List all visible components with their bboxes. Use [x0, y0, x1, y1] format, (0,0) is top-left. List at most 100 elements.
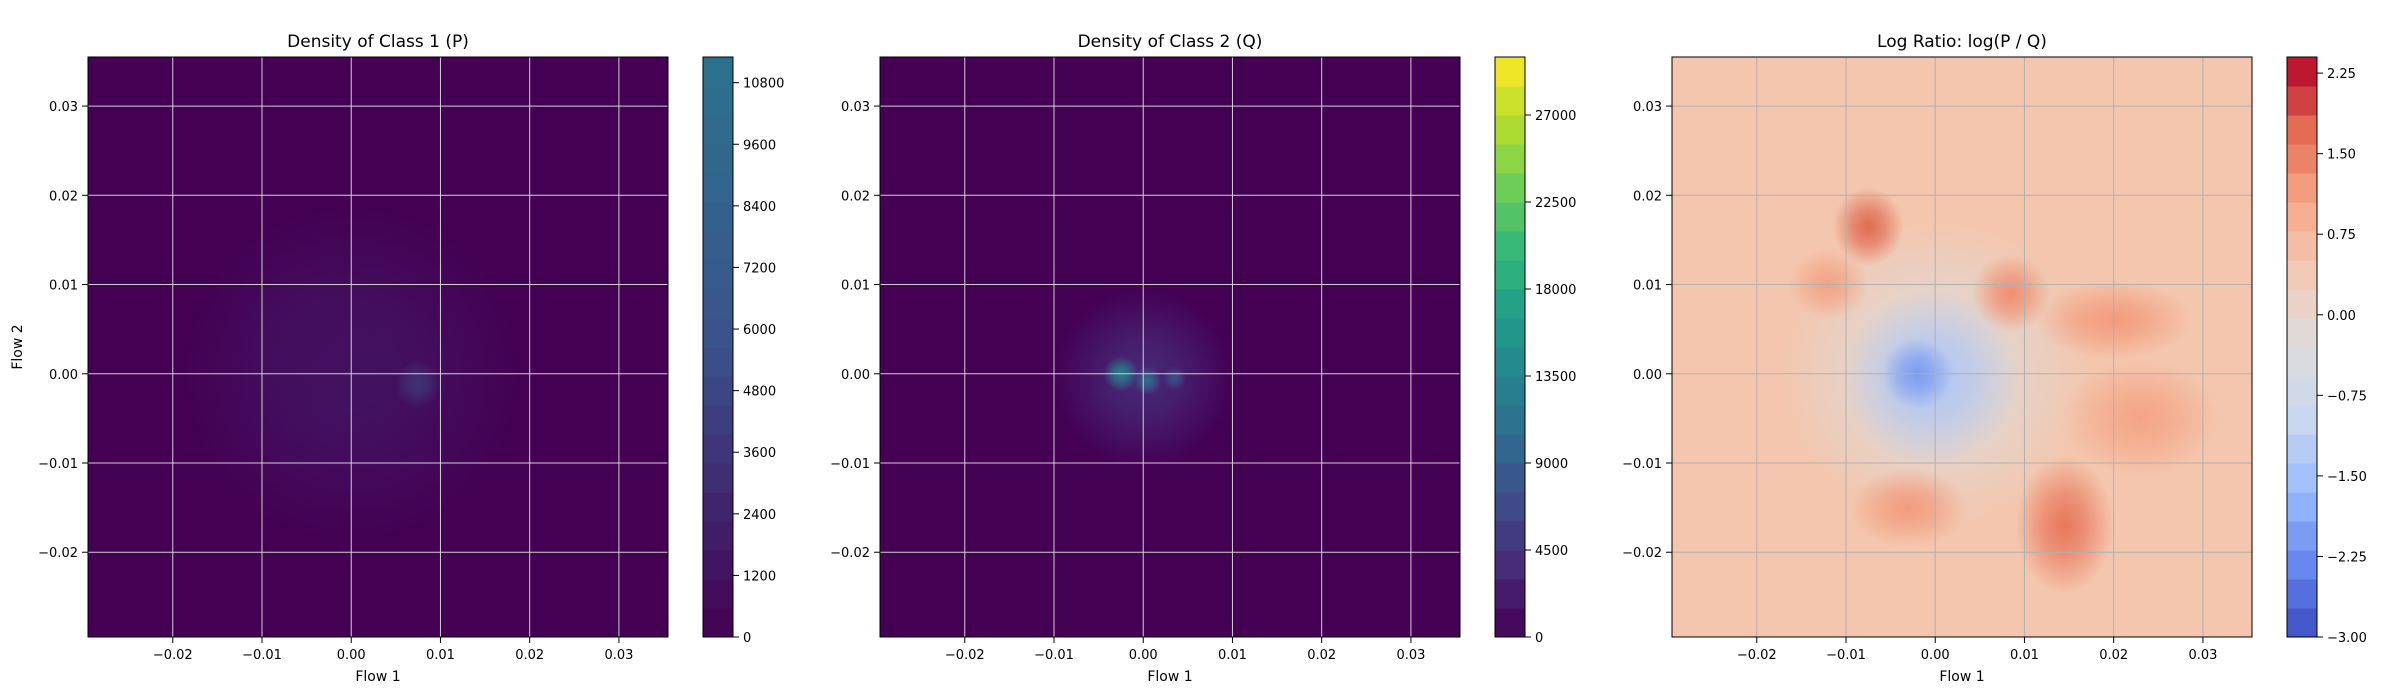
y-tick-label: 0.00: [49, 368, 78, 383]
colorbar-band: [703, 289, 733, 319]
x-axis-label: Flow 1: [1939, 669, 1984, 685]
density-blob: [1133, 367, 1162, 395]
x-tick-label: 0.00: [1921, 648, 1950, 663]
colorbar-band: [2287, 144, 2317, 174]
colorbar-band: [703, 86, 733, 116]
colorbar-band: [1495, 144, 1525, 174]
colorbar-frame: [2286, 56, 2318, 638]
colorbar-band: [703, 376, 733, 406]
colorbar-band: [1495, 347, 1525, 377]
colorbar-band: [2287, 173, 2317, 203]
x-tick-label: −0.02: [1737, 648, 1777, 663]
colorbar-tick-label: 0.00: [2327, 309, 2356, 324]
colorbar-tick-label: 4500: [1535, 544, 1568, 559]
y-tick-label: 0.03: [1633, 100, 1662, 115]
y-tick-label: −0.02: [1622, 546, 1662, 561]
colorbar-band: [703, 347, 733, 377]
chart-panel-1: −0.02 −0.01 0.00 0.01 0.02 0.03 −0.02 −0.01 0.00…: [10, 32, 784, 685]
colorbar-band: [703, 173, 733, 203]
colorbar-band: [1495, 608, 1525, 638]
colorbar-tick-label: 0.75: [2327, 228, 2356, 243]
colorbar-band: [2287, 376, 2317, 406]
x-axis-label: Flow 1: [1147, 669, 1192, 685]
colorbar-band: [703, 115, 733, 145]
density-blob: [394, 360, 442, 409]
colorbar-tick-label: 18000: [1535, 283, 1576, 298]
chart-panel-2: −0.02 −0.01 0.00 0.01 0.02 0.03 −0.02 −0.01 0.00…: [830, 32, 1576, 685]
colorbar-tick-label: 6000: [743, 323, 776, 338]
y-tick-label: 0.01: [841, 279, 870, 294]
colorbar-band: [2287, 521, 2317, 551]
y-tick-label: 0.02: [1633, 189, 1662, 204]
colorbar-tick-label: 2400: [743, 508, 776, 523]
colorbar-band: [703, 550, 733, 580]
x-tick-label: −0.01: [242, 648, 282, 663]
colorbar-band: [703, 521, 733, 551]
colorbar-tick-label: 10800: [743, 77, 784, 92]
y-tick-label: 0.02: [49, 189, 78, 204]
chart-title: Density of Class 1 (P): [287, 32, 469, 52]
colorbar-band: [1495, 550, 1525, 580]
density-blob: [2015, 456, 2114, 595]
y-tick-label: 0.02: [841, 189, 870, 204]
colorbar-band: [1495, 463, 1525, 493]
colorbar-frame: [1494, 56, 1526, 638]
colorbar-band: [703, 57, 733, 87]
colorbar-band: [2287, 231, 2317, 261]
colorbar-band: [1495, 173, 1525, 203]
x-tick-label: 0.01: [2010, 648, 2039, 663]
colorbar-tick-label: 2.25: [2327, 67, 2356, 82]
colorbar-tick-label: 0: [1535, 631, 1543, 646]
density-blob: [1971, 254, 2051, 333]
colorbar-band: [1495, 289, 1525, 319]
plot-frame: [1671, 56, 2253, 638]
chart-panel-3: −0.02 −0.01 0.00 0.01 0.02 0.03 −0.02 −0.01 0.00…: [1622, 32, 2367, 685]
colorbar-band: [1495, 260, 1525, 290]
colorbar-band: [1495, 202, 1525, 232]
colorbar-band: [703, 202, 733, 232]
y-tick-label: 0.00: [1633, 368, 1662, 383]
colorbar: 0 1200 2400 3600 4800 6000 7200 8400 9600 10800: [702, 56, 784, 646]
colorbar-frame: [702, 56, 734, 638]
colorbar-tick-label: 1200: [743, 569, 776, 584]
chart-title: Density of Class 2 (Q): [1078, 32, 1263, 52]
y-axis-label: Flow 2: [10, 324, 26, 369]
colorbar-tick-label: 27000: [1535, 109, 1576, 124]
colorbar-band: [703, 434, 733, 464]
x-tick-label: 0.01: [1218, 648, 1247, 663]
colorbar-band: [703, 405, 733, 435]
colorbar-tick-label: 4800: [743, 385, 776, 400]
x-tick-label: 0.03: [604, 648, 633, 663]
x-tick-label: −0.01: [1034, 648, 1074, 663]
y-tick-label: 0.03: [841, 100, 870, 115]
colorbar-tick-label: 7200: [743, 261, 776, 276]
colorbar-band: [1495, 231, 1525, 261]
density-blob: [237, 259, 395, 417]
colorbar-band: [1495, 579, 1525, 609]
colorbar-band: [1495, 115, 1525, 145]
colorbar-band: [2287, 289, 2317, 319]
y-tick-label: −0.02: [830, 546, 870, 561]
colorbar-tick-label: −1.50: [2327, 470, 2367, 485]
x-tick-label: −0.01: [1826, 648, 1866, 663]
x-tick-label: −0.02: [945, 648, 985, 663]
colorbar-band: [2287, 318, 2317, 348]
colorbar-tick-label: −0.75: [2327, 389, 2367, 404]
density-blob: [1832, 187, 1904, 266]
colorbar-tick-label: 0: [743, 631, 751, 646]
colorbar-band: [1495, 86, 1525, 116]
y-tick-label: 0.01: [1633, 279, 1662, 294]
x-tick-label: 0.03: [2188, 648, 2217, 663]
colorbar-band: [2287, 608, 2317, 638]
colorbar-band: [2287, 405, 2317, 435]
colorbar-band: [1495, 376, 1525, 406]
colorbar-band: [1495, 434, 1525, 464]
colorbar-tick-label: 13500: [1535, 370, 1576, 385]
colorbar-tick-label: 3600: [743, 446, 776, 461]
colorbar-band: [703, 492, 733, 522]
colorbar-band: [703, 260, 733, 290]
y-tick-label: −0.01: [38, 457, 78, 472]
colorbar-band: [2287, 57, 2317, 87]
x-tick-label: 0.00: [1129, 648, 1158, 663]
x-tick-label: 0.01: [426, 648, 455, 663]
